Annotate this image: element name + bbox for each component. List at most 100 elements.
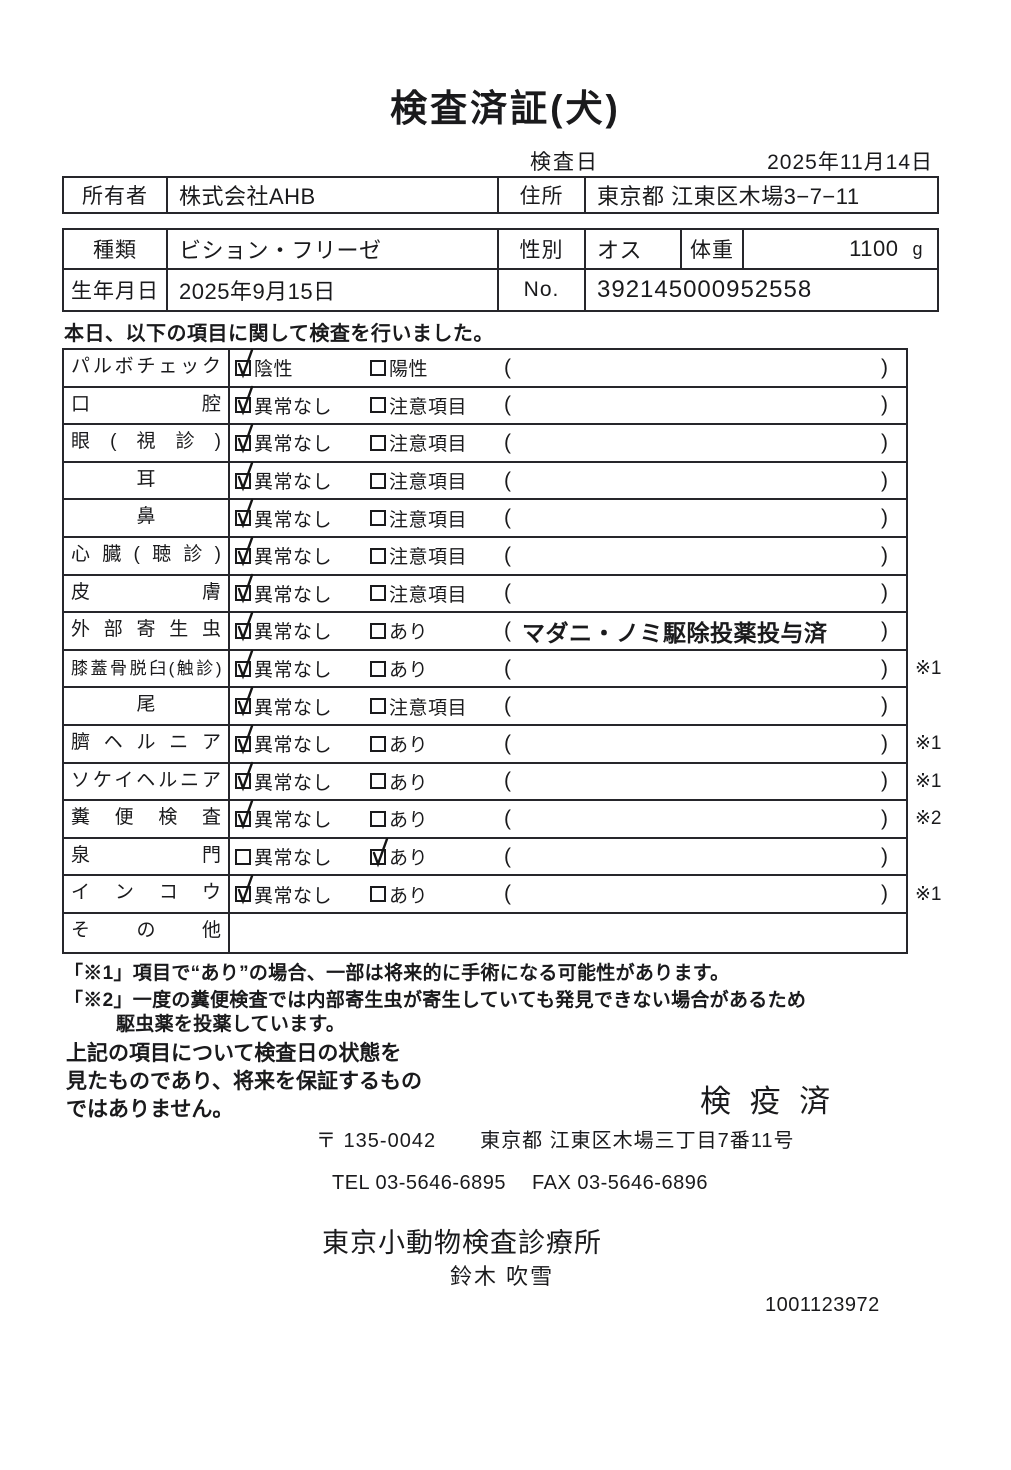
row-note: ※2 xyxy=(915,808,942,830)
sex-value: オス xyxy=(584,230,680,268)
check-icon xyxy=(237,574,254,604)
weight-number: 1100 xyxy=(849,236,899,261)
paren-open: ( xyxy=(504,844,511,868)
check-icon xyxy=(237,498,254,529)
paren-content xyxy=(522,839,872,875)
paren-content xyxy=(522,576,872,612)
checkbox[interactable] xyxy=(370,735,386,752)
paren-open: ( xyxy=(504,393,511,417)
checkbox[interactable] xyxy=(370,434,386,451)
option-present: あり xyxy=(370,613,428,649)
paren-open: ( xyxy=(504,882,511,906)
exam-table: パルボチェック 陰性 陽性 ( ) 口腔 xyxy=(62,348,942,954)
row-label: その他 xyxy=(64,913,230,952)
checkbox[interactable] xyxy=(235,611,254,642)
paren-content xyxy=(522,876,872,912)
paren-close: ) xyxy=(881,844,888,868)
row-label: 口腔 xyxy=(64,387,230,424)
checkbox[interactable] xyxy=(370,622,386,639)
checkbox[interactable] xyxy=(370,837,389,868)
checkbox[interactable] xyxy=(370,585,386,602)
paren-open: ( xyxy=(504,656,511,680)
paren-open: ( xyxy=(504,731,511,755)
checkbox[interactable] xyxy=(235,386,254,416)
weight-label: 体重 xyxy=(680,230,742,268)
veterinarian-name: 鈴木 吹雪 xyxy=(450,1264,555,1289)
checkbox[interactable] xyxy=(235,574,254,604)
checkbox[interactable] xyxy=(235,874,254,905)
paren-open: ( xyxy=(504,430,511,454)
inspection-date-label: 検査日 xyxy=(530,151,599,174)
paren-content xyxy=(522,538,872,574)
checkbox[interactable] xyxy=(235,423,254,454)
checkbox[interactable] xyxy=(370,660,386,677)
intro-text: 本日、以下の項目に関して検査を行いました。 xyxy=(64,323,494,345)
option-caution: 注意項目 xyxy=(370,425,467,461)
row-label: インコウ xyxy=(64,876,230,912)
checkbox[interactable] xyxy=(235,649,254,680)
breed-value: ビション・フリーゼ xyxy=(166,230,497,268)
option-normal: 異常なし xyxy=(235,762,332,800)
checkbox[interactable] xyxy=(370,886,386,903)
paren-content xyxy=(522,425,872,461)
checkbox[interactable] xyxy=(370,698,386,715)
row-label: 心臓(聴診) xyxy=(64,537,230,574)
owner-table: 所有者 株式会社AHB 住所 東京都 江東区木場3−7−11 xyxy=(62,176,939,214)
option-negative: 陰性 xyxy=(235,348,293,386)
option-normal: 異常なし xyxy=(235,839,332,875)
disclaimer: 上記の項目について検査日の状態を 見たものであり、将来を保証するもの ではありま… xyxy=(66,1040,422,1124)
checkbox[interactable] xyxy=(235,498,254,529)
checkbox[interactable] xyxy=(235,686,254,717)
table-row: 尾 異常なし 注意項目 ( ) xyxy=(64,686,906,726)
check-icon xyxy=(237,649,254,680)
checkbox[interactable] xyxy=(235,848,251,865)
paren-close: ) xyxy=(881,618,888,642)
clinic-telfax-line: TEL 03-5646-6895 FAX 03-5646-6896 xyxy=(332,1172,708,1195)
row-note: ※1 xyxy=(915,658,942,680)
check-icon xyxy=(237,536,254,567)
checkbox[interactable] xyxy=(235,799,254,830)
check-icon xyxy=(237,686,254,717)
checkbox[interactable] xyxy=(370,547,386,564)
paren-close: ) xyxy=(881,468,888,492)
clinic-name: 東京小動物検査診療所 xyxy=(322,1228,602,1258)
paren-open: ( xyxy=(504,618,511,642)
checkbox[interactable] xyxy=(235,724,254,755)
checkbox[interactable] xyxy=(370,397,386,414)
checkbox[interactable] xyxy=(370,773,386,790)
row-label: 皮膚 xyxy=(64,575,230,612)
checkbox[interactable] xyxy=(235,762,254,792)
address-label: 住所 xyxy=(497,178,584,212)
row-label: 尾 xyxy=(64,688,230,724)
paren-open: ( xyxy=(504,355,511,379)
row-label: 外部寄生虫 xyxy=(64,613,230,649)
paren-open: ( xyxy=(504,581,511,605)
owner-label: 所有者 xyxy=(82,185,148,208)
checkbox[interactable] xyxy=(370,510,386,527)
empty-cell xyxy=(230,914,906,952)
check-icon xyxy=(237,348,254,379)
option-caution: 注意項目 xyxy=(370,576,467,612)
row-note: ※1 xyxy=(915,883,942,905)
clinic-fax: FAX 03-5646-6896 xyxy=(532,1172,708,1194)
option-normal: 異常なし xyxy=(235,536,332,574)
checkbox[interactable] xyxy=(370,810,386,827)
option-caution: 注意項目 xyxy=(370,388,467,424)
option-caution: 注意項目 xyxy=(370,463,467,499)
checkbox[interactable] xyxy=(235,461,254,492)
checkbox[interactable] xyxy=(235,536,254,567)
table-row: その他 xyxy=(64,913,906,952)
paren-open: ( xyxy=(504,468,511,492)
option-normal: 異常なし xyxy=(235,461,332,499)
checkbox[interactable] xyxy=(235,348,254,379)
owner-name: 株式会社AHB xyxy=(166,178,497,212)
paren-open: ( xyxy=(504,769,511,793)
option-caution: 注意項目 xyxy=(370,688,467,724)
checkbox[interactable] xyxy=(370,472,386,489)
clinic-postal-line: 〒 135-0042 東京都 江東区木場三丁目7番11号 xyxy=(316,1124,795,1153)
checkbox[interactable] xyxy=(370,359,386,376)
row-label: 膝蓋骨脱臼(触診) xyxy=(64,650,230,687)
table-row: 皮膚 異常なし 注意項目 ( ) xyxy=(64,574,906,614)
paren-content xyxy=(522,500,872,536)
